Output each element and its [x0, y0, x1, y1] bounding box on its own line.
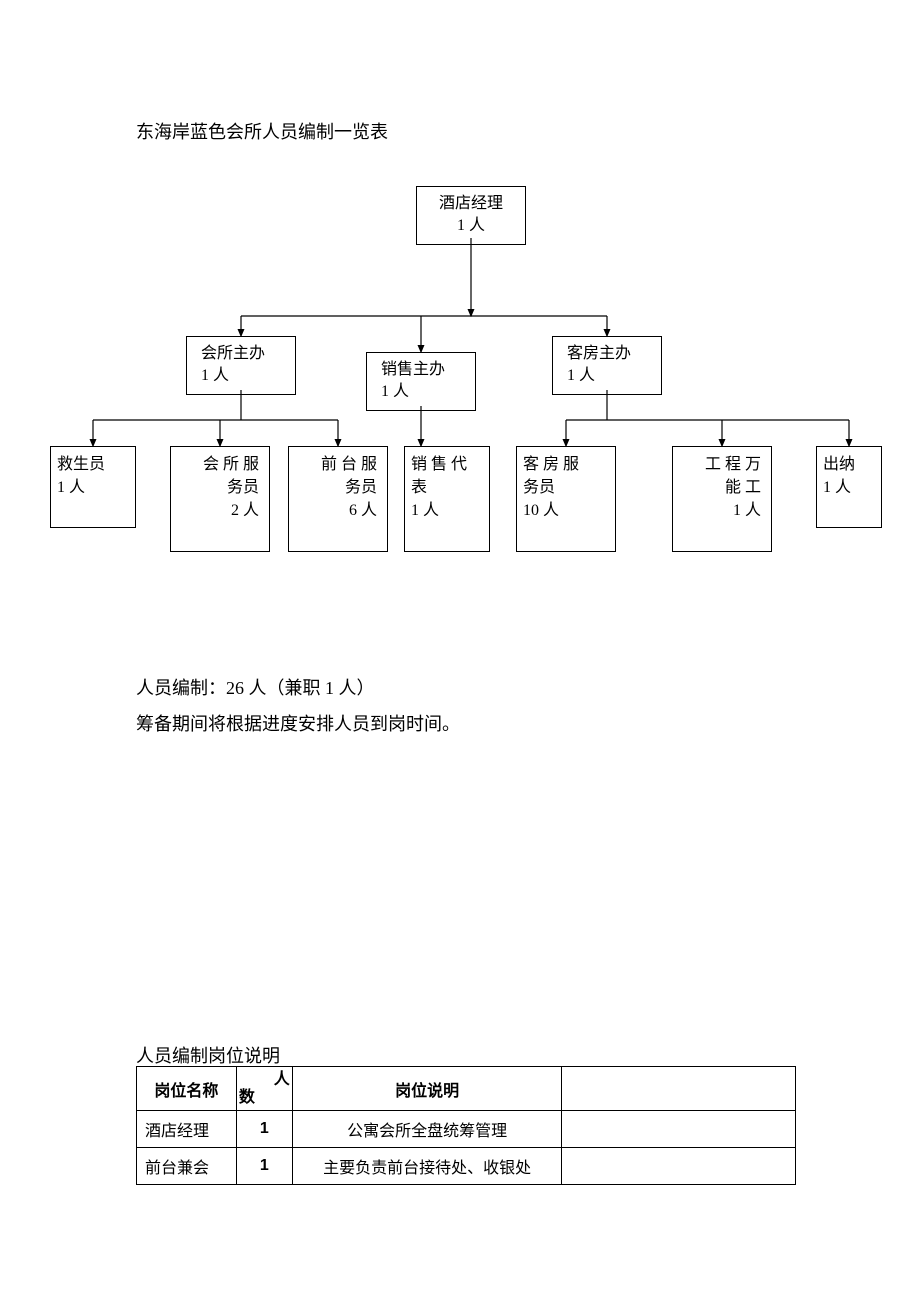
table-row: 前台兼会 1 主要负责前台接待处、收银处: [137, 1148, 796, 1185]
node-root: 酒店经理 1 人: [416, 186, 526, 245]
node-mid-2: 客房主办 1 人: [552, 336, 662, 395]
leaf-3-l3: 1 人: [411, 502, 439, 519]
leaf-6-l2: 1 人: [823, 479, 851, 496]
th-desc: 岗位说明: [292, 1067, 562, 1111]
table-row: 酒店经理 1 公寓会所全盘统筹管理: [137, 1111, 796, 1148]
node-mid-0-count: 1 人: [201, 367, 229, 384]
summary-line1: 人员编制：26 人（兼职 1 人）: [136, 670, 460, 706]
td-blank-0: [562, 1111, 796, 1148]
summary-line2: 筹备期间将根据进度安排人员到岗时间。: [136, 706, 460, 742]
leaf-1-l3: 2 人: [231, 502, 259, 519]
leaf-0-l2: 1 人: [57, 479, 85, 496]
summary-block: 人员编制：26 人（兼职 1 人） 筹备期间将根据进度安排人员到岗时间。: [136, 670, 460, 742]
leaf-2: 前 台 服 务员 6 人: [288, 446, 388, 552]
org-connectors: [0, 0, 920, 700]
td-desc-0: 公寓会所全盘统筹管理: [292, 1111, 562, 1148]
node-mid-2-count: 1 人: [567, 367, 595, 384]
node-mid-0: 会所主办 1 人: [186, 336, 296, 395]
leaf-4: 客 房 服 务员 10 人: [516, 446, 616, 552]
td-name-1: 前台兼会: [137, 1148, 237, 1185]
node-mid-1-count: 1 人: [381, 383, 409, 400]
node-mid-1-title: 销售主办: [381, 361, 445, 378]
th-count-bottom: 数: [239, 1089, 290, 1107]
table-header-row: 岗位名称 人 数 岗位说明: [137, 1067, 796, 1111]
position-table: 岗位名称 人 数 岗位说明 酒店经理 1 公寓会所全盘统筹管理 前台兼会 1 主…: [136, 1066, 796, 1185]
node-root-title: 酒店经理: [439, 195, 503, 212]
leaf-5-l2: 能 工: [725, 479, 761, 496]
node-mid-1: 销售主办 1 人: [366, 352, 476, 411]
leaf-0-l1: 救生员: [57, 456, 105, 473]
leaf-2-l3: 6 人: [349, 502, 377, 519]
leaf-6: 出纳 1 人: [816, 446, 882, 528]
td-desc-1: 主要负责前台接待处、收银处: [292, 1148, 562, 1185]
leaf-4-l3: 10 人: [523, 502, 559, 519]
leaf-1-l1: 会 所 服: [203, 456, 259, 473]
th-count: 人 数: [236, 1067, 292, 1111]
td-count-0: 1: [236, 1111, 292, 1148]
node-mid-2-title: 客房主办: [567, 345, 631, 362]
leaf-5-l1: 工 程 万: [705, 456, 761, 473]
leaf-4-l2: 务员: [523, 479, 555, 496]
td-blank-1: [562, 1148, 796, 1185]
leaf-3-l2: 表: [411, 479, 427, 496]
th-name: 岗位名称: [137, 1067, 237, 1111]
leaf-6-l1: 出纳: [823, 456, 855, 473]
leaf-3-l1: 销 售 代: [411, 456, 467, 473]
leaf-5: 工 程 万 能 工 1 人: [672, 446, 772, 552]
leaf-2-l1: 前 台 服: [321, 456, 377, 473]
leaf-2-l2: 务员: [345, 479, 377, 496]
leaf-3: 销 售 代 表 1 人: [404, 446, 490, 552]
th-count-top: 人: [274, 1071, 290, 1088]
page-title: 东海岸蓝色会所人员编制一览表: [136, 118, 388, 144]
leaf-1-l2: 务员: [227, 479, 259, 496]
node-mid-0-title: 会所主办: [201, 345, 265, 362]
leaf-0: 救生员 1 人: [50, 446, 136, 528]
th-blank: [562, 1067, 796, 1111]
td-count-1: 1: [236, 1148, 292, 1185]
leaf-5-l3: 1 人: [733, 502, 761, 519]
td-name-0: 酒店经理: [137, 1111, 237, 1148]
leaf-4-l1: 客 房 服: [523, 456, 579, 473]
leaf-1: 会 所 服 务员 2 人: [170, 446, 270, 552]
node-root-count: 1 人: [457, 217, 485, 234]
table-caption: 人员编制岗位说明: [136, 1042, 280, 1068]
